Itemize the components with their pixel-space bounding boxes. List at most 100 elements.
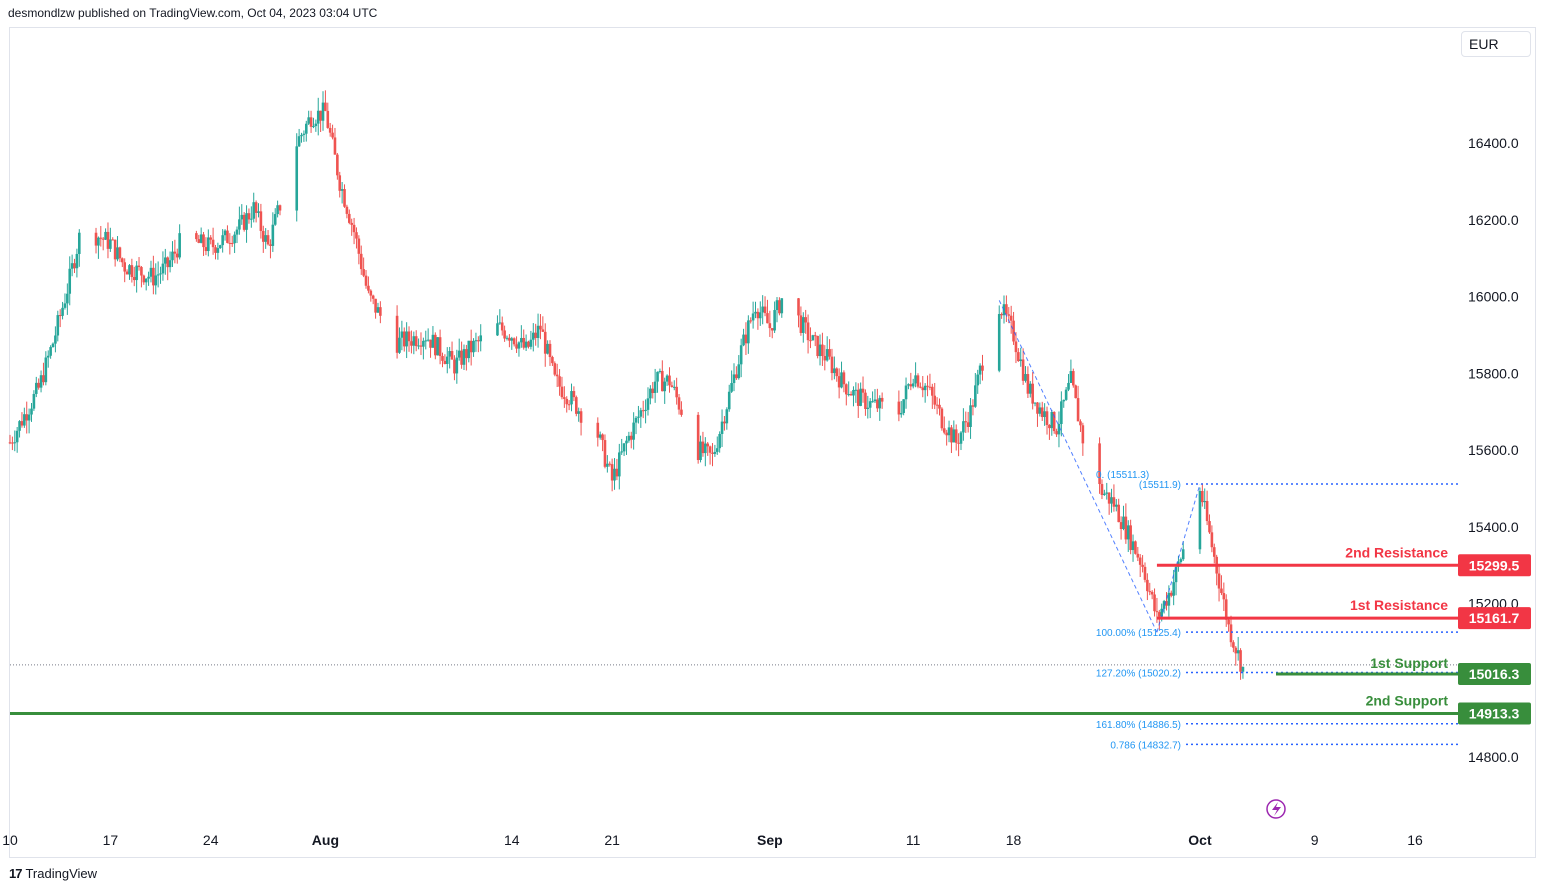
candle-body xyxy=(106,231,110,249)
candle-body xyxy=(371,295,375,299)
x-tick-label: 10 xyxy=(2,832,18,848)
candle-body xyxy=(422,340,425,347)
candle-body xyxy=(603,440,607,467)
candle-body xyxy=(859,388,862,406)
candle-body xyxy=(1048,424,1051,429)
candle-body xyxy=(51,343,55,348)
candle-body xyxy=(202,234,205,248)
fib-level-label: (15511.9) xyxy=(1139,480,1181,491)
x-tick-label: 21 xyxy=(604,832,620,848)
candle-body xyxy=(49,347,52,356)
candle-body xyxy=(1100,484,1104,496)
candle-body xyxy=(218,245,222,249)
candle-body xyxy=(445,356,449,364)
candle-body xyxy=(118,247,122,259)
candle-body xyxy=(754,311,757,314)
candle-body xyxy=(1148,591,1152,593)
candle-body xyxy=(1122,516,1125,529)
candle-body xyxy=(758,312,762,319)
candle-body xyxy=(66,293,69,304)
candle-body xyxy=(314,123,318,127)
price-tag-label: 15161.7 xyxy=(1469,610,1520,626)
candle-body xyxy=(708,446,712,453)
candle-body xyxy=(1009,315,1013,321)
candle-body xyxy=(429,339,432,348)
candle-body xyxy=(137,265,141,268)
candle-body xyxy=(1131,541,1135,551)
candle-body xyxy=(1146,579,1149,592)
candle-body xyxy=(465,349,468,359)
candle-body xyxy=(1076,398,1080,422)
candle-body xyxy=(911,383,915,387)
candle-body xyxy=(204,247,208,252)
candle-body xyxy=(555,374,559,377)
y-tick-label: 14800.0 xyxy=(1468,749,1519,765)
candle-body xyxy=(670,385,674,387)
candle-body xyxy=(54,335,57,344)
candle-body xyxy=(876,399,879,409)
candle-body xyxy=(316,110,320,124)
candle-body xyxy=(1064,389,1068,400)
candle-body xyxy=(801,317,805,333)
candle-body xyxy=(954,429,958,443)
candle-body xyxy=(706,443,710,447)
candle-body xyxy=(720,421,724,434)
candle-body xyxy=(295,146,299,211)
currency-selector[interactable]: EUR xyxy=(1461,31,1531,57)
candle-body xyxy=(649,388,652,399)
candle-body xyxy=(1040,407,1044,418)
candle-body xyxy=(730,383,733,392)
candle-body xyxy=(132,276,136,281)
tradingview-logo-icon: 17 xyxy=(9,866,23,881)
candle-body xyxy=(1234,647,1238,654)
candle-body xyxy=(1208,521,1211,533)
candle-body xyxy=(340,189,344,191)
candle-body xyxy=(959,432,963,444)
candle-body xyxy=(63,303,67,308)
candle-body xyxy=(1160,608,1164,617)
candle-body xyxy=(20,421,24,426)
candle-body xyxy=(835,368,839,377)
fib-level-label: 127.20% (15020.2) xyxy=(1096,668,1181,679)
candle-body xyxy=(1162,601,1166,609)
candle-body xyxy=(704,443,707,454)
x-tick-label: 24 xyxy=(203,832,219,848)
candle-body xyxy=(570,391,573,405)
candle-body xyxy=(34,382,38,394)
candle-body xyxy=(909,384,913,387)
candle-body xyxy=(751,313,755,321)
candle-body xyxy=(1019,359,1023,362)
candle-body xyxy=(448,351,451,357)
candle-body xyxy=(1210,532,1214,548)
candle-body xyxy=(964,421,968,423)
tradingview-footer[interactable]: 17 TradingView xyxy=(9,866,97,881)
candle-body xyxy=(663,381,667,392)
candle-body xyxy=(1155,611,1159,613)
candle-body xyxy=(971,405,975,407)
candle-body xyxy=(1067,382,1070,390)
candle-body xyxy=(558,376,561,387)
candle-body xyxy=(524,341,528,348)
candle-body xyxy=(957,442,960,444)
candle-body xyxy=(715,448,719,452)
candle-body xyxy=(747,320,750,344)
candle-body xyxy=(123,262,126,272)
candle-body xyxy=(37,382,40,388)
candle-body xyxy=(228,242,232,244)
candle-body xyxy=(1229,624,1233,643)
y-tick-label: 16400.0 xyxy=(1468,135,1519,151)
candle-body xyxy=(367,285,370,291)
candle-body xyxy=(1026,374,1030,394)
candle-body xyxy=(25,414,29,421)
candle-body xyxy=(551,357,554,364)
candle-body xyxy=(1081,425,1085,444)
candle-body xyxy=(668,375,671,386)
candle-body xyxy=(548,343,552,358)
candle-body xyxy=(1043,411,1046,418)
candle-body xyxy=(166,257,170,268)
candle-body xyxy=(766,313,769,324)
candle-body xyxy=(610,464,614,481)
candle-body xyxy=(510,338,514,341)
candle-body xyxy=(756,311,760,319)
